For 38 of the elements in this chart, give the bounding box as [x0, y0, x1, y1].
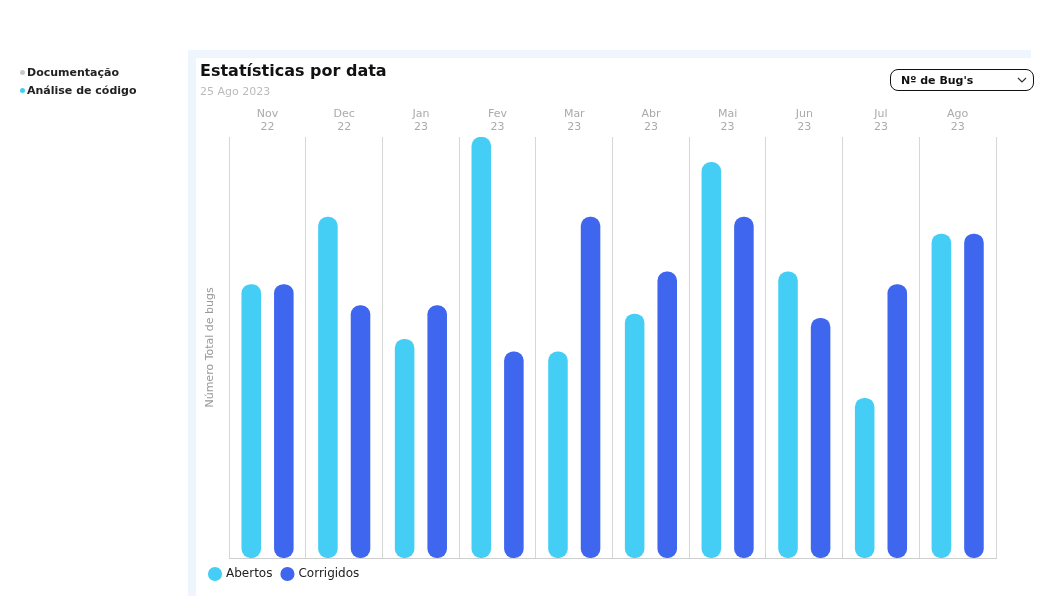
bar: [274, 284, 294, 558]
bar: [931, 233, 952, 558]
x-tick-label: Abr 23: [641, 106, 661, 134]
x-tick-label: Nov 22: [256, 106, 279, 134]
bar: [394, 338, 415, 558]
bar: [778, 271, 798, 558]
bar: [427, 305, 447, 558]
dropdown-field: Nº de Bug's: [890, 69, 1034, 91]
bar: [350, 305, 371, 558]
text: Documentação: [27, 66, 119, 79]
x-tick-label: Jul 23: [873, 106, 888, 134]
bar: [854, 397, 875, 558]
bar: [548, 351, 568, 558]
bar: [657, 271, 678, 558]
bar: [504, 351, 524, 558]
bar: [701, 162, 722, 558]
bar: [471, 136, 492, 558]
y-axis-title: Número Total de bugs: [203, 286, 217, 408]
legend-label: Abertos: [226, 566, 273, 581]
bar: [887, 284, 908, 558]
bar: [624, 313, 645, 558]
x-tick-label: Mai 23: [717, 106, 738, 134]
chart-subtitle: 25 Ago 2023: [200, 84, 271, 98]
x-tick-label: Jan 23: [411, 106, 430, 134]
bar: [964, 233, 984, 558]
bar: [734, 216, 754, 558]
x-tick-label: Dec 22: [333, 106, 355, 134]
bar: [241, 284, 262, 558]
text: Análise de código: [27, 84, 137, 97]
bar: [318, 216, 338, 558]
legend-label: Corrigidos: [298, 566, 360, 581]
x-tick-label: Ago 23: [947, 106, 969, 134]
x-tick-label: Jun 23: [794, 106, 813, 134]
bar: [810, 317, 831, 558]
bar: [580, 216, 601, 558]
x-tick-label: Mar 23: [563, 106, 586, 134]
chart-title: Estatísticas por data: [200, 60, 387, 80]
x-tick-label: Fev 23: [488, 106, 508, 134]
